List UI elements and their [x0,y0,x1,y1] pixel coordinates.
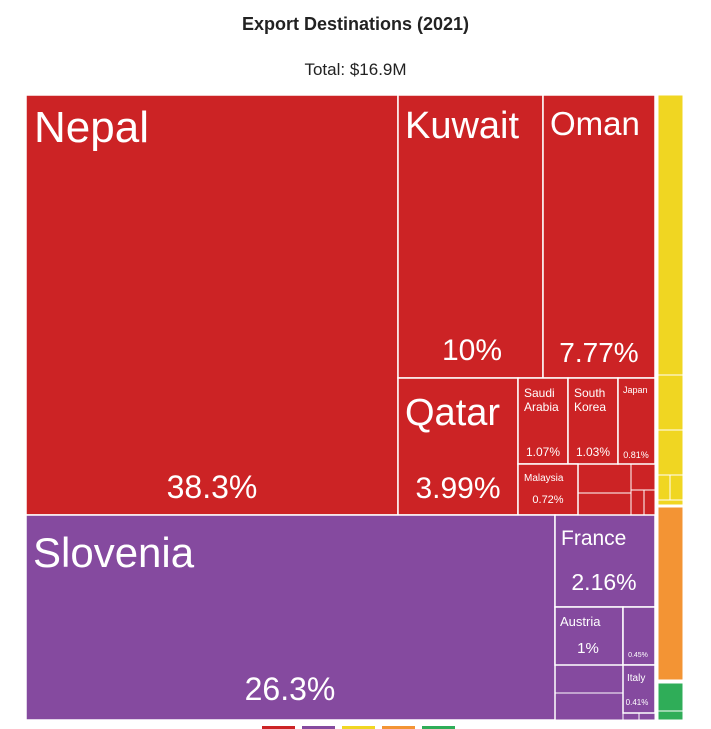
tile-kuwait[interactable] [397,94,544,379]
tile-label-austria: Austria [560,614,601,629]
tile-asia-minor-2[interactable] [577,492,632,516]
tile-asia-minor-1[interactable] [630,463,656,491]
tile-qatar[interactable] [397,377,519,516]
tile-label-malaysia: Malaysia [524,473,564,484]
chart-title: Export Destinations (2021) [241,14,470,34]
tile-value-kuwait: 10% [442,334,502,367]
tile-value-nepal: 38.3% [167,469,258,505]
tile-label-nepal: Nepal [34,103,149,152]
tile-africa-minor-14[interactable] [657,499,684,506]
tile-europe-minor-7[interactable] [622,712,640,721]
legend-swatch-americas[interactable] [382,726,415,729]
tile-label-france: France [561,527,626,550]
tile-south-korea[interactable] [567,377,619,465]
tile-oceania-minor-17[interactable] [657,710,684,721]
tile-europe-minor-5[interactable] [554,664,624,694]
tile-africa-minor-12[interactable] [657,474,671,501]
tile-africa-minor-13[interactable] [669,474,684,501]
tile-value-italy: 0.41% [626,698,649,707]
tile-austria[interactable] [554,606,624,666]
tile-nepal[interactable] [25,94,399,516]
tile-americas-minor-15[interactable] [657,506,684,681]
tile-europe-minor-6[interactable] [554,692,624,721]
tile-oman[interactable] [542,94,656,379]
tile-asia-minor-4[interactable] [643,489,656,516]
tile-asia-minor-0[interactable] [577,463,632,494]
legend-swatch-europe[interactable] [302,726,335,729]
tile-label-oman: Oman [550,105,640,142]
tile-value-oman: 7.77% [559,337,638,368]
tile-value-qatar: 3.99% [415,472,500,505]
tile-value-austria: 1% [577,640,599,657]
legend-swatch-asia[interactable] [262,726,295,729]
tile-malaysia[interactable] [517,463,579,516]
tile-value-saudi-arabia: 1.07% [526,445,560,459]
tile-value-japan: 0.81% [623,450,649,460]
tile-label-south-korea: South Korea [574,386,606,414]
tile-asia-minor-3[interactable] [630,489,645,516]
tile-label-italy: Italy [627,673,645,684]
tile-saudi-arabia[interactable] [517,377,569,465]
legend-swatch-africa[interactable] [342,726,375,729]
tile-value-france: 2.16% [571,569,636,595]
tile-africa-minor-10[interactable] [657,374,684,431]
tile-oceania-minor-16[interactable] [657,682,684,712]
tile-africa-minor-11[interactable] [657,429,684,476]
tile-label-qatar: Qatar [405,392,500,434]
tile-value-slovenia: 26.3% [245,671,336,707]
tile-slovenia[interactable] [25,514,556,721]
tile-africa-minor-9[interactable] [657,94,684,376]
chart-subtitle: Total: $16.9M [304,60,407,79]
tile-label-kuwait: Kuwait [405,105,519,147]
tile-value-malaysia: 0.72% [532,494,563,506]
legend-swatch-oceania[interactable] [422,726,455,729]
tile-value-south-korea: 1.03% [576,445,610,459]
tile-value-unlabeled-europe: 0.45% [628,652,648,659]
tile-italy[interactable] [622,664,656,714]
tile-europe-minor-8[interactable] [638,712,656,721]
tile-label-japan: Japan [623,385,648,395]
legend [262,726,455,729]
tile-label-saudi-arabia: Saudi Arabia [524,386,559,414]
tile-label-slovenia: Slovenia [33,529,195,576]
tile-japan[interactable] [617,377,656,465]
